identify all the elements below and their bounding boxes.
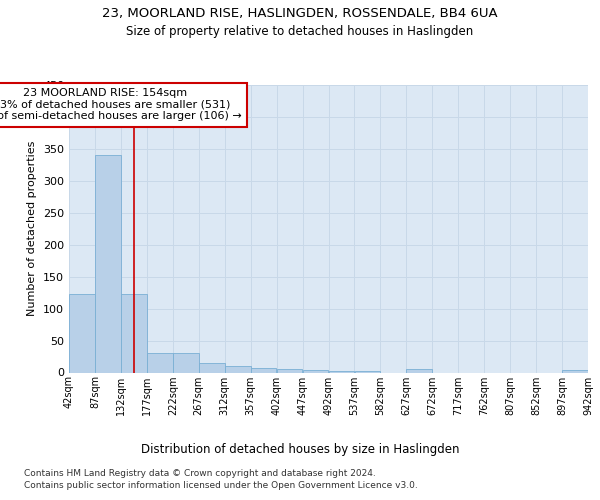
Bar [329,370,355,372]
Bar [225,366,251,372]
Text: 23 MOORLAND RISE: 154sqm
← 83% of detached houses are smaller (531)
17% of semi-: 23 MOORLAND RISE: 154sqm ← 83% of detach… [0,88,242,122]
Text: 23, MOORLAND RISE, HASLINGDEN, ROSSENDALE, BB4 6UA: 23, MOORLAND RISE, HASLINGDEN, ROSSENDAL… [102,8,498,20]
Text: Size of property relative to detached houses in Haslingden: Size of property relative to detached ho… [127,25,473,38]
Text: Distribution of detached houses by size in Haslingden: Distribution of detached houses by size … [141,442,459,456]
Bar [251,368,277,372]
Bar [277,370,302,372]
Text: Contains HM Land Registry data © Crown copyright and database right 2024.: Contains HM Land Registry data © Crown c… [24,469,376,478]
Bar [69,294,95,372]
Text: Contains public sector information licensed under the Open Government Licence v3: Contains public sector information licen… [24,481,418,490]
Bar [302,370,328,372]
Bar [199,363,224,372]
Bar [406,370,432,372]
Bar [562,370,588,372]
Bar [121,294,147,372]
Bar [355,370,380,372]
Bar [95,156,121,372]
Bar [173,354,199,372]
Y-axis label: Number of detached properties: Number of detached properties [28,141,37,316]
Bar [147,354,173,372]
